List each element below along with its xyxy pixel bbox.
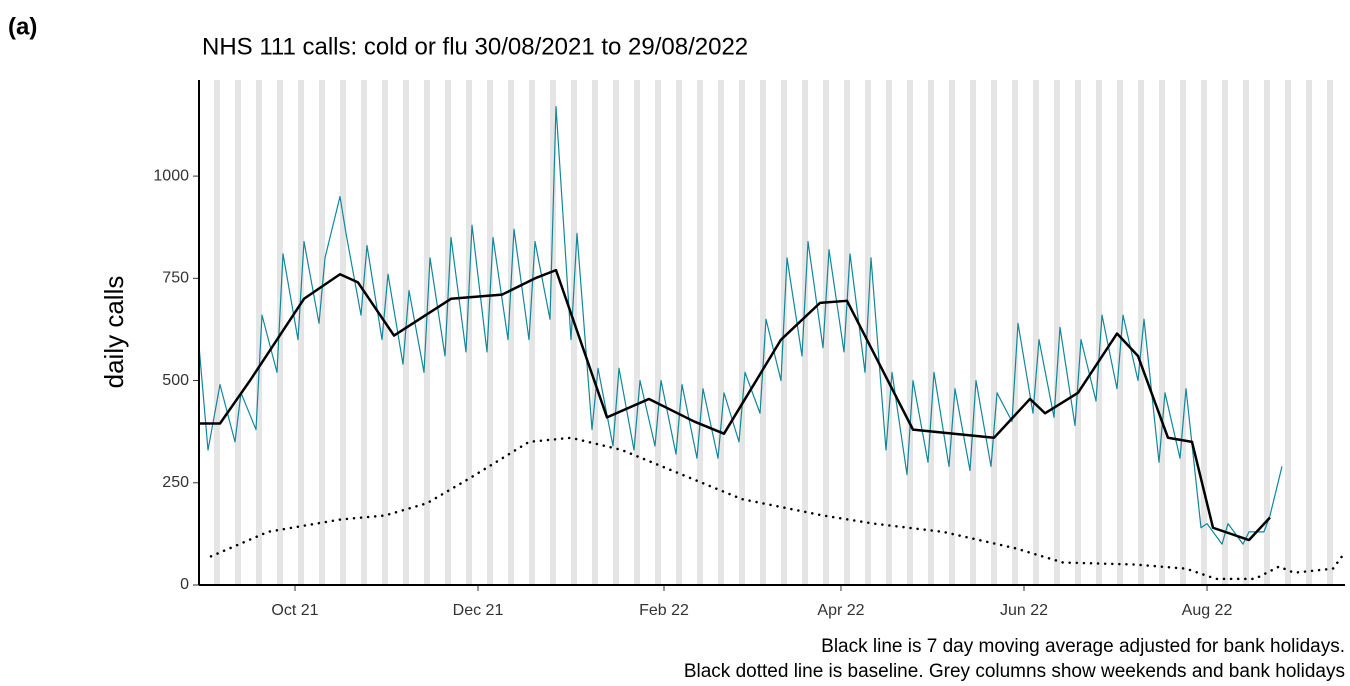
weekend-column [949, 80, 955, 585]
weekend-column [1201, 80, 1207, 585]
weekend-column [991, 80, 997, 585]
weekend-column [1180, 80, 1186, 585]
line-series [209, 436, 1347, 581]
weekend-column [1159, 80, 1165, 585]
weekend-column [382, 80, 388, 585]
weekend-column [298, 80, 304, 585]
weekend-column [487, 80, 493, 585]
weekend-column [1285, 80, 1291, 585]
line-series [199, 268, 1271, 542]
weekend-column [676, 80, 682, 585]
weekend-column [970, 80, 976, 585]
weekend-column [1096, 80, 1102, 585]
weekend-column [466, 80, 472, 585]
weekend-column [1054, 80, 1060, 585]
weekend-column [1264, 80, 1270, 585]
y-tick-label: 1000 [153, 167, 189, 184]
weekend-column [1117, 80, 1123, 585]
weekend-column [592, 80, 598, 585]
weekend-column [235, 80, 241, 585]
note: Black line is 7 day moving average adjus… [821, 636, 1345, 657]
weekend-column [1075, 80, 1081, 585]
chart-title: NHS 111 calls: cold or flu 30/08/2021 to… [202, 33, 748, 60]
weekend-column [655, 80, 661, 585]
weekend-column [277, 80, 283, 585]
weekend-column [613, 80, 619, 585]
x-tick-label: Oct 21 [271, 602, 318, 619]
weekend-column [1012, 80, 1018, 585]
x-tick-label: Feb 22 [639, 602, 689, 619]
weekend-column [424, 80, 430, 585]
weekend-column [928, 80, 934, 585]
weekend-column [865, 80, 871, 585]
panel-label: (a) [8, 13, 37, 40]
weekend-column [760, 80, 766, 585]
weekend-column [1033, 80, 1039, 585]
weekend-column [823, 80, 829, 585]
weekend-column [1243, 80, 1249, 585]
weekend-column [445, 80, 451, 585]
weekend-shading [214, 80, 1333, 585]
weekend-column [256, 80, 262, 585]
x-tick-label: Dec 21 [453, 602, 504, 619]
weekend-column [571, 80, 577, 585]
y-tick-label: 750 [162, 270, 189, 287]
weekend-column [1138, 80, 1144, 585]
weekend-column [214, 80, 220, 585]
weekend-column [844, 80, 850, 585]
weekend-column [907, 80, 913, 585]
weekend-column [529, 80, 535, 585]
weekend-column [1327, 80, 1333, 585]
x-tick-label: Apr 22 [817, 602, 864, 619]
weekend-column [1222, 80, 1228, 585]
weekend-column [739, 80, 745, 585]
weekend-column [550, 80, 556, 585]
weekend-column [718, 80, 724, 585]
weekend-column [886, 80, 892, 585]
x-tick-label: Aug 22 [1182, 602, 1233, 619]
weekend-column [340, 80, 346, 585]
x-tick-label: Jun 22 [1000, 602, 1048, 619]
weekend-column [1306, 80, 1312, 585]
y-tick-label: 0 [180, 576, 189, 593]
y-axis-label: daily calls [99, 276, 129, 389]
weekend-column [781, 80, 787, 585]
weekend-column [508, 80, 514, 585]
weekend-column [634, 80, 640, 585]
weekend-column [802, 80, 808, 585]
weekend-column [319, 80, 325, 585]
weekend-column [361, 80, 367, 585]
note: Black dotted line is baseline. Grey colu… [684, 661, 1345, 682]
weekend-column [697, 80, 703, 585]
line-series [198, 105, 1283, 545]
y-tick-label: 250 [162, 474, 189, 491]
y-tick-label: 500 [162, 372, 189, 389]
